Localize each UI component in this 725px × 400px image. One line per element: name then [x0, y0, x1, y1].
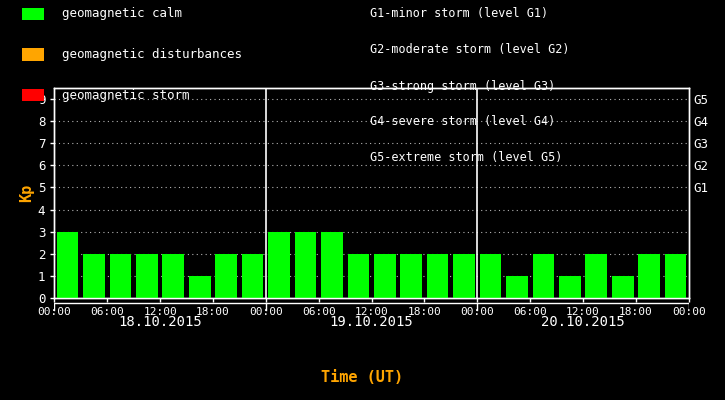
Bar	[480, 254, 502, 298]
Bar	[533, 254, 554, 298]
Bar	[294, 232, 316, 298]
Bar	[162, 254, 184, 298]
Bar	[268, 232, 290, 298]
Text: 19.10.2015: 19.10.2015	[330, 315, 413, 329]
Bar	[215, 254, 237, 298]
Bar	[506, 276, 528, 298]
Text: geomagnetic storm: geomagnetic storm	[62, 88, 189, 102]
Bar	[83, 254, 105, 298]
Bar	[585, 254, 607, 298]
Bar	[109, 254, 131, 298]
Bar	[241, 254, 263, 298]
Bar	[189, 276, 210, 298]
Text: G4-severe storm (level G4): G4-severe storm (level G4)	[370, 116, 555, 128]
Bar	[665, 254, 687, 298]
Bar	[638, 254, 660, 298]
Text: Time (UT): Time (UT)	[321, 370, 404, 386]
Bar	[400, 254, 422, 298]
Bar	[374, 254, 396, 298]
Text: 20.10.2015: 20.10.2015	[541, 315, 625, 329]
Bar	[559, 276, 581, 298]
Bar	[453, 254, 475, 298]
Text: geomagnetic calm: geomagnetic calm	[62, 8, 182, 20]
Text: G1-minor storm (level G1): G1-minor storm (level G1)	[370, 8, 548, 20]
Bar	[136, 254, 158, 298]
Bar	[612, 276, 634, 298]
Text: G2-moderate storm (level G2): G2-moderate storm (level G2)	[370, 44, 569, 56]
Text: geomagnetic disturbances: geomagnetic disturbances	[62, 48, 241, 61]
Bar	[427, 254, 449, 298]
Text: 18.10.2015: 18.10.2015	[118, 315, 202, 329]
Bar	[57, 232, 78, 298]
Y-axis label: Kp: Kp	[19, 184, 33, 202]
Text: G5-extreme storm (level G5): G5-extreme storm (level G5)	[370, 152, 562, 164]
Bar	[347, 254, 369, 298]
Bar	[321, 232, 343, 298]
Text: G3-strong storm (level G3): G3-strong storm (level G3)	[370, 80, 555, 92]
